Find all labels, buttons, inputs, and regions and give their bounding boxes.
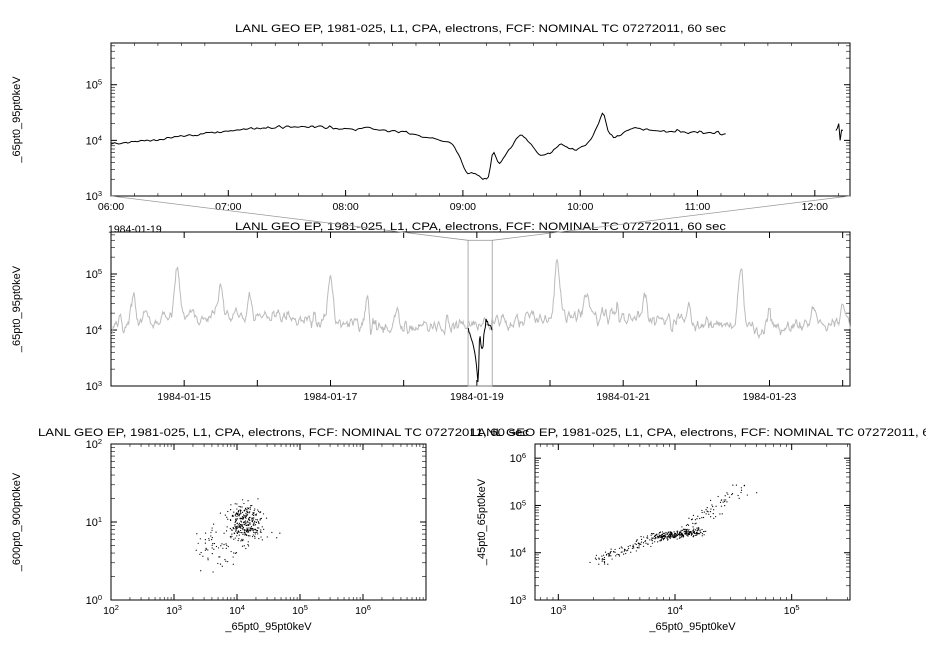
svg-text:1984-01-17: 1984-01-17 [304,391,358,403]
svg-text:_65pt0_95pt0keV: _65pt0_95pt0keV [11,76,23,164]
svg-text:_65pt0_95pt0keV: _65pt0_95pt0keV [648,621,736,633]
svg-text:_65pt0_95pt0keV: _65pt0_95pt0keV [224,621,312,633]
svg-text:1984-01-21: 1984-01-21 [596,391,650,403]
svg-text:LANL GEO EP, 1981-025, L1, CPA: LANL GEO EP, 1981-025, L1, CPA, electron… [235,221,727,233]
svg-text:1984-01-23: 1984-01-23 [743,391,797,403]
svg-text:LANL GEO EP, 1981-025, L1, CPA: LANL GEO EP, 1981-025, L1, CPA, electron… [470,427,926,439]
svg-text:_600pt0_900pt0keV: _600pt0_900pt0keV [11,472,23,572]
svg-text:11:00: 11:00 [685,201,711,213]
svg-text:09:00: 09:00 [450,201,476,213]
svg-text:LANL GEO EP, 1981-025, L1, CPA: LANL GEO EP, 1981-025, L1, CPA, electron… [38,427,530,439]
svg-text:LANL GEO EP, 1981-025, L1, CPA: LANL GEO EP, 1981-025, L1, CPA, electron… [235,23,727,35]
svg-text:07:00: 07:00 [215,201,241,213]
svg-text:1984-01-15: 1984-01-15 [157,391,211,403]
svg-text:1984-01-19: 1984-01-19 [108,224,162,236]
svg-text:08:00: 08:00 [332,201,358,213]
svg-text:_65pt0_95pt0keV: _65pt0_95pt0keV [11,265,23,353]
svg-text:10:00: 10:00 [567,201,593,213]
svg-text:1984-01-19: 1984-01-19 [450,391,504,403]
svg-text:_45pt0_65pt0keV: _45pt0_65pt0keV [476,478,488,566]
svg-text:12:00: 12:00 [802,201,828,213]
svg-text:06:00: 06:00 [98,201,124,213]
